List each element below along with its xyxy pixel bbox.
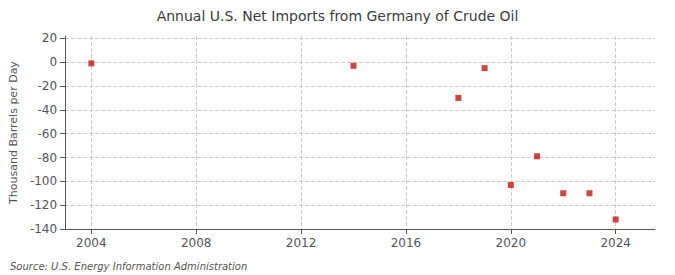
svg-text:Annual U.S. Net Imports from G: Annual U.S. Net Imports from Germany of … [157, 8, 519, 24]
svg-text:Source: U.S. Energy Informatio: Source: U.S. Energy Information Administ… [10, 261, 247, 272]
svg-text:2024: 2024 [600, 236, 631, 250]
svg-text:-120: -120 [30, 198, 57, 212]
svg-text:2012: 2012 [286, 236, 317, 250]
svg-text:Thousand Barrels per Day: Thousand Barrels per Day [7, 61, 20, 205]
svg-text:2008: 2008 [181, 236, 212, 250]
svg-text:-80: -80 [38, 151, 58, 165]
svg-text:2016: 2016 [391, 236, 422, 250]
svg-text:-60: -60 [38, 127, 58, 141]
svg-text:2004: 2004 [76, 236, 107, 250]
svg-text:-40: -40 [38, 103, 58, 117]
svg-text:2020: 2020 [496, 236, 527, 250]
svg-text:-100: -100 [30, 174, 57, 188]
svg-text:0: 0 [49, 55, 57, 69]
svg-text:-140: -140 [30, 222, 57, 236]
svg-text:-20: -20 [38, 79, 58, 93]
svg-text:20: 20 [42, 31, 57, 45]
